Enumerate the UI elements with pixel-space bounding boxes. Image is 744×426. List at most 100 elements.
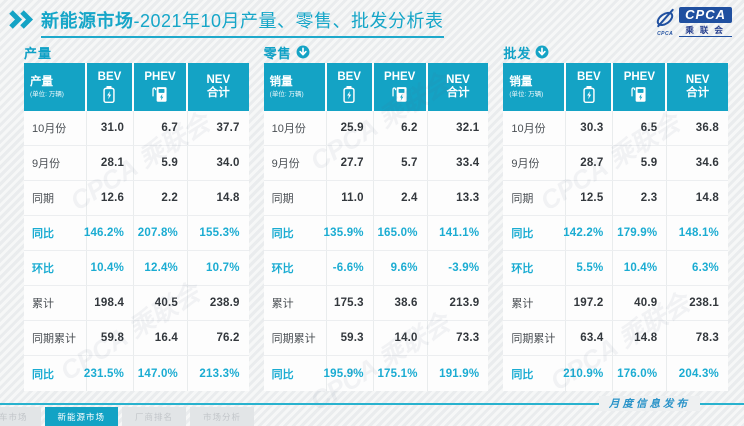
section-title: 批发 bbox=[503, 45, 532, 61]
footer-tab[interactable]: 市场分析 bbox=[190, 407, 255, 426]
row-value: 142.2% bbox=[563, 216, 614, 250]
phev-label: PHEV bbox=[144, 71, 176, 84]
row-value: 2.3 bbox=[613, 181, 668, 215]
table-panel: 批发 销量 (单位: 万辆) BEV bbox=[503, 43, 729, 391]
table-row: 10月份 31.0 6.7 37.7 bbox=[24, 111, 249, 146]
footer-tab[interactable]: 车市场 bbox=[0, 407, 41, 426]
footer-tab[interactable]: 厂商排名 bbox=[122, 407, 187, 426]
nev-column-header: NEV 合计 bbox=[428, 63, 489, 111]
row-value: 5.5% bbox=[566, 251, 614, 285]
row-label: 同期累计 bbox=[503, 321, 567, 355]
row-value: 5.9 bbox=[134, 146, 188, 180]
row-label: 环比 bbox=[503, 251, 567, 285]
phev-label: PHEV bbox=[623, 71, 656, 84]
metric-label: 销量 bbox=[509, 75, 533, 88]
row-value: 238.1 bbox=[689, 297, 719, 309]
bev-column-header: BEV bbox=[566, 63, 614, 111]
bev-label: BEV bbox=[337, 71, 361, 84]
table-header-row: 产量 (单位: 万辆) BEV PHEV bbox=[24, 63, 249, 111]
section-down-icon[interactable] bbox=[296, 45, 310, 59]
row-value: 165.0% bbox=[374, 216, 428, 250]
page-title-bold: 新能源市场 bbox=[41, 11, 134, 31]
section-title: 产量 bbox=[24, 45, 53, 61]
row-value: 76.2 bbox=[216, 332, 240, 344]
nev-column-header: NEV 合计 bbox=[188, 63, 249, 111]
row-value: 135.9% bbox=[324, 216, 374, 250]
metric-column-header: 产量 (单位: 万辆) bbox=[24, 63, 87, 111]
row-label: 10月份 bbox=[264, 111, 327, 145]
row-value: 6.7 bbox=[134, 111, 188, 145]
row-value: 141.1% bbox=[439, 227, 480, 239]
row-label: 环比 bbox=[264, 251, 327, 285]
table-row: 9月份 27.7 5.7 33.4 bbox=[263, 146, 489, 181]
table-row: 同期 12.5 2.3 14.8 bbox=[503, 181, 729, 216]
phev-label: PHEV bbox=[384, 71, 416, 84]
table-row: 同期累计 59.8 16.4 76.2 bbox=[24, 321, 249, 356]
row-value: 32.1 bbox=[456, 122, 480, 134]
data-table: 销量 (单位: 万辆) BEV PHEV bbox=[263, 63, 489, 391]
row-value: 175.1% bbox=[374, 356, 428, 391]
row-label: 同比 bbox=[264, 356, 327, 391]
bev-column-header: BEV bbox=[87, 63, 135, 111]
bev-label: BEV bbox=[97, 71, 122, 84]
row-value: 30.3 bbox=[566, 111, 614, 145]
row-value: 147.0% bbox=[134, 356, 188, 391]
table-panel: 零售 销量 (单位: 万辆) BEV bbox=[263, 43, 489, 391]
row-value: 12.6 bbox=[87, 181, 135, 215]
row-value: 34.6 bbox=[695, 157, 719, 169]
cpca-logo: CPCA CPCA 乘联会 bbox=[654, 7, 732, 37]
metric-column-header: 销量 (单位: 万辆) bbox=[503, 63, 567, 111]
row-value: 40.5 bbox=[134, 286, 188, 320]
row-label: 10月份 bbox=[503, 111, 567, 145]
bev-label: BEV bbox=[577, 71, 601, 84]
row-value: 27.7 bbox=[327, 146, 374, 180]
row-value: 9.6% bbox=[374, 251, 428, 285]
row-value: 175.3 bbox=[327, 286, 374, 320]
section-down-icon[interactable] bbox=[535, 45, 549, 59]
table-row: 10月份 30.3 6.5 36.8 bbox=[503, 111, 729, 146]
row-label: 同比 bbox=[24, 356, 87, 391]
table-body: 10月份 30.3 6.5 36.8 9月份 28.7 5.9 34.6 同期 … bbox=[503, 111, 729, 391]
row-value: 31.0 bbox=[87, 111, 135, 145]
row-value: 5.9 bbox=[613, 146, 668, 180]
row-value: 73.3 bbox=[456, 332, 480, 344]
row-value: 213.9 bbox=[449, 297, 480, 309]
row-value: 6.2 bbox=[374, 111, 428, 145]
table-row: 同比 146.2% 207.8% 155.3% bbox=[24, 216, 249, 251]
row-value: 13.3 bbox=[456, 192, 480, 204]
row-value: 14.0 bbox=[374, 321, 428, 355]
table-row: 同比 195.9% 175.1% 191.9% bbox=[263, 356, 489, 391]
page-title-rest: -2021年10月产量、零售、批发分析表 bbox=[133, 11, 444, 31]
row-label: 同比 bbox=[24, 216, 87, 250]
row-value: 10.7% bbox=[206, 262, 240, 274]
table-row: 同期 12.6 2.2 14.8 bbox=[24, 181, 249, 216]
row-value: 10.4% bbox=[613, 251, 668, 285]
table-header-row: 销量 (单位: 万辆) BEV PHEV bbox=[503, 63, 729, 111]
row-value: 59.8 bbox=[87, 321, 135, 355]
row-label: 同比 bbox=[503, 216, 567, 250]
ev-charger-icon bbox=[631, 86, 647, 103]
logo-chinese-name: 乘联会 bbox=[679, 23, 732, 37]
table-panel: 产量 产量 (单位: 万辆) BEV bbox=[24, 43, 249, 391]
nev-total-label: 合计 bbox=[446, 87, 470, 99]
row-value: 210.9% bbox=[563, 356, 614, 391]
row-label: 累计 bbox=[24, 286, 87, 320]
footer-tab[interactable]: 新能源市场 bbox=[44, 407, 119, 426]
row-label: 累计 bbox=[264, 286, 327, 320]
row-value: 231.5% bbox=[84, 356, 135, 391]
row-label: 同期累计 bbox=[264, 321, 327, 355]
row-value: 59.3 bbox=[327, 321, 374, 355]
phev-column-header: PHEV bbox=[134, 63, 188, 111]
row-value: 176.0% bbox=[613, 356, 668, 391]
row-label: 9月份 bbox=[503, 146, 567, 180]
double-chevron-right-icon bbox=[8, 9, 35, 35]
table-row: 环比 10.4% 12.4% 10.7% bbox=[24, 251, 249, 286]
row-value: 78.3 bbox=[695, 332, 719, 344]
row-value: 146.2% bbox=[84, 216, 135, 250]
row-value: 14.8 bbox=[216, 192, 240, 204]
footer-tabs: 车市场 新能源市场 厂商排名 市场分析 bbox=[0, 407, 255, 426]
row-value: 37.7 bbox=[216, 122, 240, 134]
page-title: 新能源市场-2021年10月产量、零售、批发分析表 bbox=[41, 7, 444, 38]
row-value: 34.0 bbox=[216, 157, 240, 169]
row-value: 191.9% bbox=[439, 367, 480, 380]
